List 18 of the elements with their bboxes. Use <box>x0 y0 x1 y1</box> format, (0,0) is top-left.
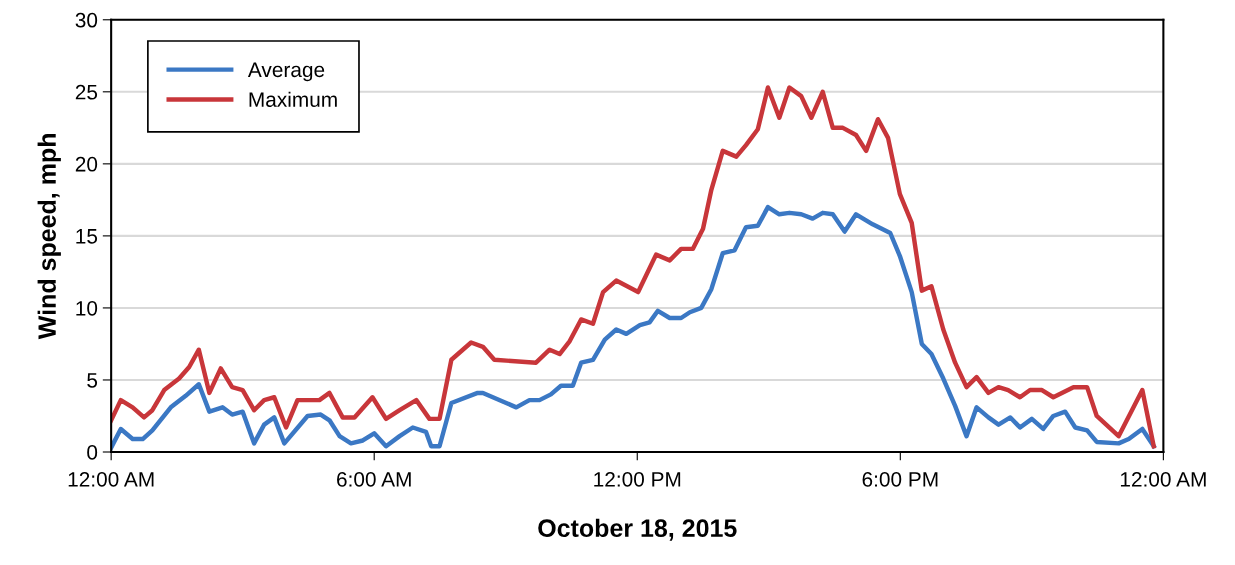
y-tick-label: 25 <box>75 84 98 100</box>
line-series <box>111 85 1156 449</box>
line-series <box>111 204 1156 450</box>
legend-label: Average <box>247 62 325 82</box>
y-tick-label: 10 <box>76 300 98 316</box>
y-axis-title: Wind speed, mph <box>37 134 61 340</box>
x-tick-label: 12:00 PM <box>594 471 681 487</box>
y-tick-label: 0 <box>87 445 98 460</box>
y-tick-label: 20 <box>75 156 98 172</box>
y-tick-label: 30 <box>75 12 98 28</box>
y-tick-label: 15 <box>76 229 98 244</box>
x-tick-label: 6:00 AM <box>337 471 411 487</box>
legend-label: Maximum <box>249 91 337 107</box>
y-tick-label: 5 <box>87 373 98 388</box>
x-axis-title: October 18, 2015 <box>538 518 737 541</box>
x-tick-label: 6:00 PM <box>862 471 938 487</box>
x-tick-label: 12:00 AM <box>68 471 154 487</box>
x-tick-label: 12:00 AM <box>1120 471 1206 487</box>
